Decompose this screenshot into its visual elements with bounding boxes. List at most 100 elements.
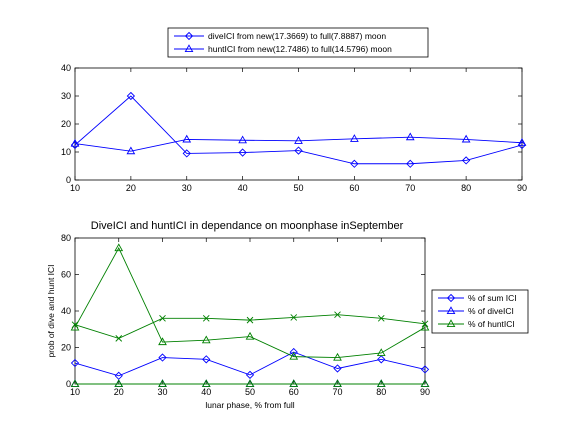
bottom-series-2: [70, 243, 430, 361]
top-data-point: [182, 134, 192, 143]
top-legend-label: huntICI from new(12.7486) to full(14.579…: [208, 44, 392, 54]
bottom-series-line: [74, 247, 426, 358]
bottom-series-4: [70, 379, 430, 388]
bottom-x-tick-label: 10: [70, 387, 80, 397]
top-legend-label: diveICI from new(17.3669) to full(7.8887…: [208, 31, 386, 41]
top-series: [70, 91, 527, 168]
bottom-data-point: [70, 379, 80, 388]
top-series-line: [74, 95, 523, 165]
bottom-series: [70, 243, 430, 388]
bottom-y-tick-label: 80: [61, 233, 71, 243]
top-y-tick-label: 0: [66, 175, 71, 185]
bottom-legend-label: % of diveICI: [468, 306, 514, 316]
top-data-point: [126, 91, 136, 101]
top-y-tick-label: 20: [61, 119, 71, 129]
top-x-tick-label: 20: [126, 183, 136, 193]
top-series-1: [70, 132, 527, 155]
bottom-legend: % of sum ICI % of diveICI % of huntICI: [431, 289, 529, 334]
top-x-tick-label: 70: [405, 183, 415, 193]
bottom-data-point: [377, 355, 386, 364]
bottom-data-point: [334, 311, 341, 318]
bottom-legend-label: % of sum ICI: [468, 293, 517, 303]
bottom-data-point: [290, 314, 298, 321]
bottom-ticks: 10 20 30 40 50 60 70 80 90 0 20 40 60 80: [61, 233, 430, 397]
top-y-tick-label: 40: [61, 63, 71, 73]
bottom-y-tick-label: 40: [61, 306, 71, 316]
bottom-plot-frame: [74, 237, 426, 385]
bottom-data-point: [246, 316, 254, 324]
bottom-data-point: [158, 337, 167, 346]
top-data-point: [126, 146, 136, 155]
bottom-data-point: [202, 355, 211, 364]
bottom-data-point: [201, 335, 211, 344]
bottom-data-point: [333, 352, 342, 361]
bottom-data-point: [201, 379, 211, 388]
top-x-tick-label: 80: [461, 183, 471, 193]
bottom-y-tick-label: 60: [61, 270, 71, 280]
bottom-data-point: [289, 379, 299, 388]
top-x-tick-label: 10: [70, 183, 80, 193]
top-data-point: [294, 146, 303, 155]
top-data-point: [350, 134, 359, 142]
bottom-x-tick-label: 60: [289, 387, 299, 397]
bottom-data-point: [71, 321, 79, 329]
bottom-series-line: [74, 351, 426, 377]
top-data-point: [238, 135, 247, 144]
bottom-data-point: [420, 379, 430, 388]
bottom-legend-marker: [446, 319, 456, 328]
bottom-chart-title: DiveICI and huntICI in dependance on moo…: [91, 220, 404, 232]
bottom-data-point: [421, 320, 429, 328]
bottom-data-point: [114, 379, 124, 388]
bottom-subplot: DiveICI and huntICI in dependance on moo…: [46, 220, 529, 410]
bottom-legend-marker: [446, 306, 456, 315]
bottom-y-tick-label: 0: [66, 379, 71, 389]
bottom-x-tick-label: 50: [245, 387, 255, 397]
bottom-legend-marker: [446, 293, 456, 303]
bottom-data-point: [114, 243, 124, 252]
top-plot-frame: [74, 67, 523, 181]
top-x-tick-label: 60: [349, 183, 359, 193]
bottom-data-point: [289, 347, 298, 357]
bottom-x-axis-title: lunar phase, % from full: [205, 400, 294, 410]
bottom-data-point: [159, 314, 166, 322]
top-legend-marker: [184, 44, 194, 53]
top-x-tick-label: 90: [517, 183, 527, 193]
bottom-data-point: [376, 379, 386, 388]
top-legend-marker: [184, 31, 194, 41]
top-legend: diveICI from new(17.3669) to full(7.8887…: [167, 27, 429, 58]
bottom-data-point: [70, 358, 80, 368]
bottom-series-3: [71, 311, 429, 342]
top-data-point: [238, 148, 247, 157]
bottom-data-point: [420, 365, 430, 374]
bottom-data-point: [376, 348, 386, 357]
bottom-y-tick-label: 20: [61, 343, 71, 353]
bottom-x-tick-label: 40: [201, 387, 211, 397]
bottom-data-point: [333, 379, 342, 388]
bottom-data-point: [158, 379, 167, 388]
top-data-point: [517, 138, 527, 146]
top-y-tick-label: 10: [61, 147, 71, 157]
bottom-series-0: [70, 347, 430, 380]
bottom-data-point: [202, 314, 210, 322]
top-data-point: [461, 156, 471, 165]
bottom-data-point: [420, 322, 430, 331]
bottom-x-tick-label: 70: [332, 387, 342, 397]
top-data-point: [294, 136, 303, 144]
bottom-legend-label: % of huntICI: [468, 319, 515, 329]
bottom-x-tick-label: 80: [376, 387, 386, 397]
top-data-point: [350, 159, 359, 168]
bottom-data-point: [377, 314, 385, 322]
top-data-point: [461, 134, 471, 143]
bottom-y-axis-title: prob of dive and hunt ICI: [46, 264, 56, 357]
top-legend-box: [167, 27, 429, 58]
bottom-x-tick-label: 30: [157, 387, 167, 397]
bottom-data-point: [115, 335, 123, 342]
top-series-line: [74, 136, 523, 152]
bottom-data-point: [245, 379, 255, 388]
bottom-x-tick-label: 90: [420, 387, 430, 397]
bottom-data-point: [245, 331, 255, 340]
top-x-tick-label: 40: [238, 183, 248, 193]
